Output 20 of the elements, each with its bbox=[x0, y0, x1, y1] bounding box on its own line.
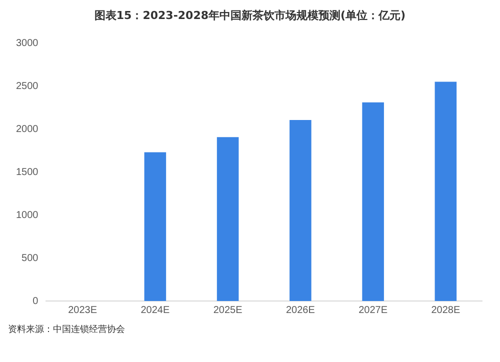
bar bbox=[216, 137, 239, 301]
y-tick-label: 0 bbox=[32, 296, 39, 307]
x-tick-label: 2026E bbox=[286, 304, 316, 316]
chart-title: 图表15：2023-2028年中国新茶饮市场规模预测(单位：亿元) bbox=[93, 8, 407, 23]
y-tick-label: 1500 bbox=[16, 166, 39, 178]
y-tick-label: 1000 bbox=[16, 210, 39, 221]
bar bbox=[434, 82, 457, 301]
x-tick-label: 2027E bbox=[358, 304, 388, 316]
x-tick-label: 2023E bbox=[68, 304, 98, 316]
x-tick-label: 2028E bbox=[431, 304, 460, 316]
y-tick-label: 3000 bbox=[16, 38, 39, 49]
text: 资料来源：中国连锁经营协会 bbox=[8, 324, 126, 336]
y-tick-label: 2500 bbox=[16, 80, 39, 92]
bar bbox=[144, 152, 166, 301]
x-tick-label: 2024E bbox=[140, 304, 170, 316]
y-tick-label: 500 bbox=[22, 252, 39, 264]
x-tick-label: 2025E bbox=[213, 304, 243, 316]
y-tick-label: 2000 bbox=[16, 124, 39, 135]
bar bbox=[362, 102, 384, 301]
bar bbox=[290, 120, 312, 301]
